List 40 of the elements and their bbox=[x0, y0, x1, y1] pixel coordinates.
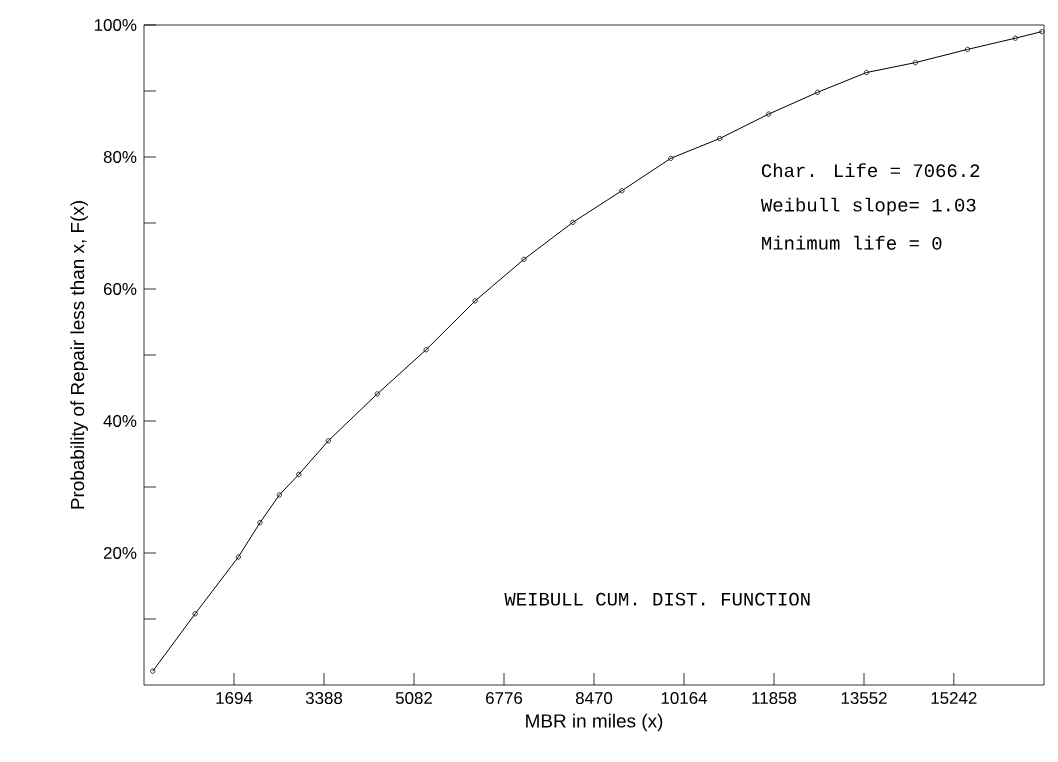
x-tick-label: 3388 bbox=[305, 692, 343, 705]
point bbox=[521, 256, 527, 262]
point bbox=[325, 438, 331, 444]
x-tick-label: 11858 bbox=[752, 692, 797, 705]
point bbox=[912, 60, 918, 66]
point bbox=[766, 111, 772, 117]
annotation: Weibull slope= 1.03 bbox=[760, 197, 976, 216]
point bbox=[668, 155, 674, 161]
point bbox=[374, 391, 380, 397]
x-tick-label: 5082 bbox=[395, 692, 432, 705]
x-axis-title: MBR in miles (x) bbox=[526, 713, 663, 732]
x-tick-label: 6776 bbox=[486, 692, 523, 705]
x-tick-label: 15242 bbox=[931, 692, 977, 705]
point bbox=[863, 69, 870, 76]
x-tick-label: 13552 bbox=[841, 692, 887, 705]
point bbox=[717, 135, 723, 142]
y-tick-label: 20% bbox=[103, 547, 137, 559]
y-tick-label: 100% bbox=[94, 19, 137, 31]
point bbox=[235, 554, 242, 560]
point bbox=[1012, 35, 1018, 41]
point bbox=[472, 298, 478, 304]
point bbox=[570, 219, 576, 225]
annotation: WEIBULL CUM. DIST. FUNCTION bbox=[504, 592, 810, 606]
point bbox=[296, 471, 302, 478]
point bbox=[619, 188, 625, 194]
point bbox=[814, 89, 821, 95]
point bbox=[423, 347, 429, 353]
point bbox=[964, 46, 971, 53]
annotation: Char. Life = 7066.2 bbox=[761, 163, 980, 178]
point bbox=[257, 520, 263, 526]
y-tick-label: 60% bbox=[103, 283, 137, 295]
y-axis-title: Probability of Repair less than x, F(x) bbox=[70, 201, 88, 509]
annotation: Minimum life = 0 bbox=[762, 235, 942, 250]
x-tick-label: 1694 bbox=[216, 692, 253, 705]
y-tick-label: 40% bbox=[103, 415, 137, 427]
point bbox=[276, 492, 282, 498]
x-tick-label: 10164 bbox=[661, 692, 708, 705]
x-tick-label: 8470 bbox=[575, 692, 613, 705]
y-tick-label: 80% bbox=[103, 151, 137, 163]
point bbox=[192, 611, 198, 617]
